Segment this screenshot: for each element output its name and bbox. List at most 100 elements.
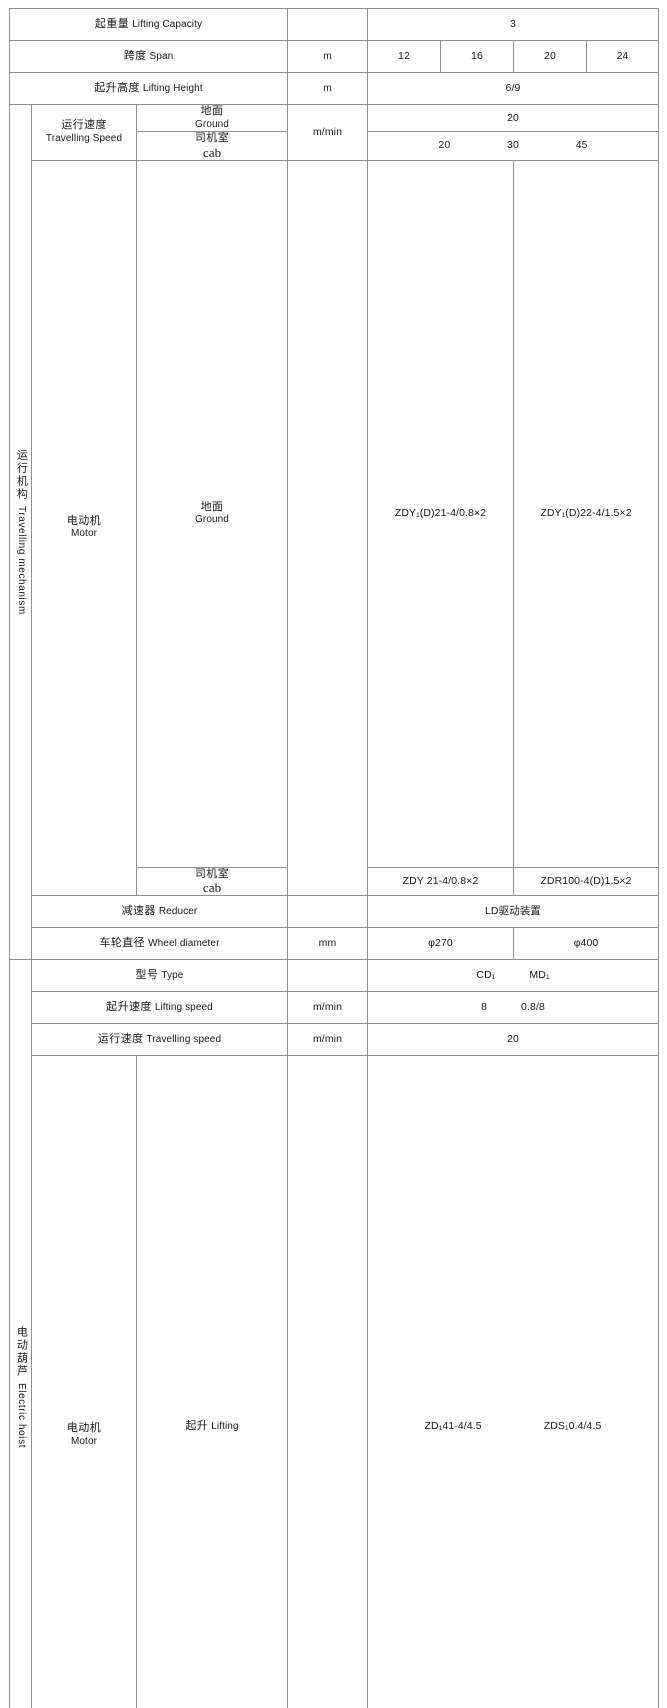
label-cn: 地面: [139, 501, 285, 515]
value-lifting-capacity: 3: [368, 9, 659, 41]
group-label-en: Travelling mechanism: [14, 506, 27, 615]
hoist-lifting-1: ZD₁41-4/4.5: [425, 1420, 482, 1433]
label-cn: 司机室: [139, 132, 285, 146]
value-travel-speed-cab: 20 30 45: [368, 132, 659, 160]
label-en: Motor: [34, 1436, 134, 1449]
unit-hoist-travelling-speed: m/min: [288, 1024, 368, 1056]
label-en: Lifting Height: [143, 83, 203, 94]
cab-speed-2: 30: [507, 139, 519, 152]
value-wheel-diameter-b: φ400: [514, 928, 659, 960]
label-cn: 运行速度: [34, 119, 134, 133]
unit-type: [288, 960, 368, 992]
span-value-2: 16: [441, 41, 514, 73]
row-lifting-height: 起升高度 Lifting Height m 6/9: [10, 73, 659, 105]
label-lifting-height: 起升高度 Lifting Height: [10, 73, 288, 105]
group-electric-hoist: 电动葫芦 Electric hoist: [10, 960, 32, 1708]
label-type: 型号 Type: [32, 960, 288, 992]
label-cn: 司机室: [139, 868, 285, 882]
row-lifting-capacity: 起重量 Lifting Capacity 3: [10, 9, 659, 41]
label-reducer: 减速器 Reducer: [32, 896, 288, 928]
label-en: Wheel diameter: [148, 938, 219, 949]
value-hoist-travelling-speed: 20: [368, 1024, 659, 1056]
label-en: Type: [161, 970, 183, 981]
label-cn: 减速器: [122, 905, 156, 917]
cab-speed-1: 20: [438, 139, 450, 152]
type-value-2: MD₁: [529, 969, 549, 982]
value-motor-cab-b: ZDR100-4(D)1.5×2: [514, 867, 659, 895]
value-hoist-motor-lifting: ZD₁41-4/4.5 ZDS₁0.4/4.5: [368, 1056, 659, 1708]
row-reducer: 减速器 Reducer LD驱动装置: [10, 896, 659, 928]
unit-lifting-height: m: [288, 73, 368, 105]
cab-speed-3: 45: [576, 139, 588, 152]
unit-lifting-capacity: [288, 9, 368, 41]
lifting-speed-2: 0.8/8: [521, 1001, 545, 1014]
group-label-cn: 运行机构: [14, 449, 28, 501]
label-en: Lifting: [211, 1421, 238, 1432]
unit-motor: [288, 160, 368, 895]
group-label-en: Electric hoist: [14, 1383, 27, 1448]
label-lifting: 起升 Lifting: [137, 1056, 288, 1708]
label-wheel-diameter: 车轮直径 Wheel diameter: [32, 928, 288, 960]
label-en: Motor: [34, 528, 134, 541]
value-type: CD₁ MD₁: [368, 960, 659, 992]
value-motor-cab-a: ZDY 21-4/0.8×2: [368, 867, 514, 895]
row-span: 跨度 Span m 12 16 20 24: [10, 41, 659, 73]
label-cn: 起重量: [95, 18, 129, 30]
label-cn: 电动机: [34, 1422, 134, 1436]
value-motor-ground-a: ZDY₁(D)21-4/0.8×2: [368, 160, 514, 867]
row-wheel-diameter: 车轮直径 Wheel diameter mm φ270 φ400: [10, 928, 659, 960]
label-cn: 运行速度: [98, 1033, 144, 1045]
label-cn: 型号: [136, 969, 159, 981]
label-lifting-speed: 起升速度 Lifting speed: [32, 992, 288, 1024]
label-cn: 电动机: [34, 515, 134, 529]
span-value-1: 12: [368, 41, 441, 73]
unit-reducer: [288, 896, 368, 928]
label-en: Ground: [139, 514, 285, 527]
label-en: Span: [150, 51, 174, 62]
unit-lifting-speed: m/min: [288, 992, 368, 1024]
label-cn: 起升高度: [94, 82, 140, 94]
unit-wheel-diameter: mm: [288, 928, 368, 960]
group-label-cn: 电动葫芦: [14, 1326, 28, 1378]
value-motor-ground-b: ZDY₁(D)22-4/1.5×2: [514, 160, 659, 867]
row-lifting-speed: 起升速度 Lifting speed m/min 8 0.8/8: [10, 992, 659, 1024]
span-value-4: 24: [587, 41, 659, 73]
value-wheel-diameter-a: φ270: [368, 928, 514, 960]
label-en: Ground: [139, 119, 285, 132]
unit-span: m: [288, 41, 368, 73]
label-span: 跨度 Span: [10, 41, 288, 73]
label-cn: 车轮直径: [99, 937, 145, 949]
label-cn: 地面: [139, 105, 285, 119]
type-value-1: CD₁: [476, 969, 495, 982]
label-en: Lifting speed: [155, 1002, 213, 1013]
unit-hoist-motor: [288, 1056, 368, 1708]
label-lifting-capacity: 起重量 Lifting Capacity: [10, 9, 288, 41]
label-en: Reducer: [159, 906, 198, 917]
label-en: cab: [139, 146, 285, 160]
value-lifting-height: 6/9: [368, 73, 659, 105]
row-type: 电动葫芦Electric hoist 型号 Type CD₁ MD₁: [10, 960, 659, 992]
label-cn: 跨度: [124, 50, 147, 62]
value-lifting-speed: 8 0.8/8: [368, 992, 659, 1024]
label-cn: 起升速度: [106, 1001, 152, 1013]
label-en: Travelling Speed: [34, 133, 134, 146]
label-en: cab: [139, 881, 285, 895]
span-value-3: 20: [514, 41, 587, 73]
group-travelling-mechanism: 运行机构 Travelling mechanism: [10, 105, 32, 960]
unit-travelling-speed: m/min: [288, 105, 368, 161]
crane-specification-table: 起重量 Lifting Capacity 3 跨度 Span m 12 16 2…: [9, 8, 659, 1708]
label-cn: 起升: [185, 1420, 208, 1432]
value-travel-speed-ground: 20: [368, 105, 659, 132]
hoist-lifting-2: ZDS₁0.4/4.5: [544, 1420, 602, 1433]
label-en: Lifting Capacity: [132, 19, 202, 30]
label-hoist-travelling-speed: 运行速度 Travelling speed: [32, 1024, 288, 1056]
